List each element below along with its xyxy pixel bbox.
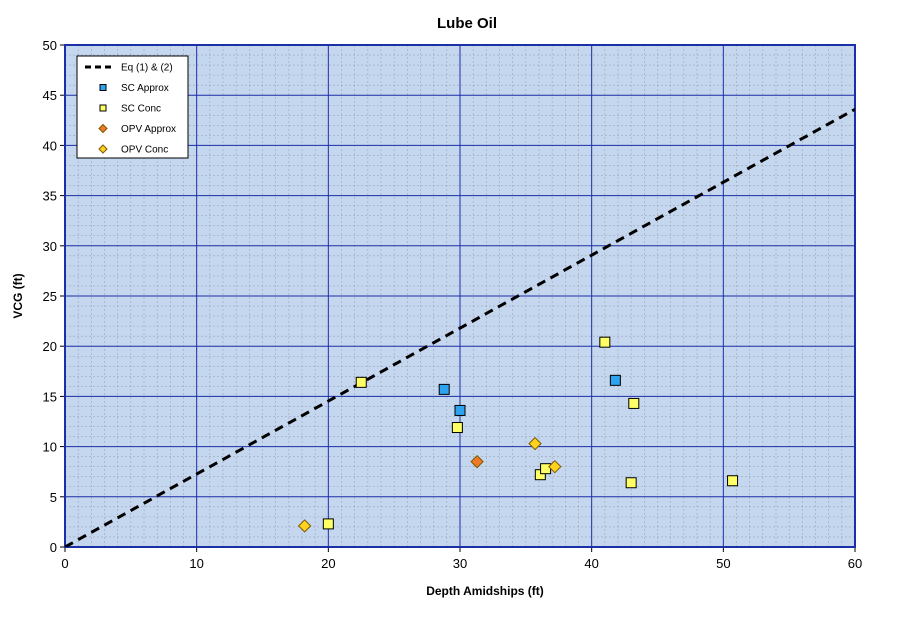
- point-sc-approx: [609, 374, 621, 386]
- point-sc-conc: [322, 518, 334, 530]
- y-tick-label: 15: [43, 389, 57, 404]
- x-tick-label: 50: [716, 556, 730, 571]
- y-tick-label: 50: [43, 38, 57, 53]
- legend-label: OPV Conc: [121, 145, 168, 156]
- legend-swatch: [99, 84, 107, 91]
- plot-area: 0 10 20 30 40 50 60 0 5 10 15 20 25 30 35 40 45 50: [43, 38, 863, 571]
- y-tick-label: 20: [43, 339, 57, 354]
- x-tick-label: 60: [848, 556, 862, 571]
- y-tick-label: 5: [50, 490, 57, 505]
- point-sc-approx: [454, 404, 466, 416]
- y-tick-label: 25: [43, 289, 57, 304]
- legend-entry-opv-conc: OPV Conc: [98, 144, 168, 156]
- x-tick-label: 20: [321, 556, 335, 571]
- x-tick-label: 10: [189, 556, 203, 571]
- legend-label: Eq (1) & (2): [121, 63, 173, 74]
- x-axis-title: Depth Amidships (ft): [426, 584, 544, 598]
- y-tick-label: 45: [43, 88, 57, 103]
- legend-label: SC Approx: [121, 83, 169, 94]
- point-sc-approx: [438, 383, 450, 395]
- legend-swatch: [99, 104, 107, 112]
- chart-title: Lube Oil: [437, 15, 497, 32]
- legend: Eq (1) & (2) SC Approx SC Conc OPV Approx OP…: [76, 55, 189, 159]
- point-sc-conc: [628, 397, 640, 409]
- point-sc-conc: [540, 463, 552, 475]
- legend-swatch: [98, 144, 108, 154]
- y-tick-label: 35: [43, 189, 57, 204]
- y-tick-label: 40: [43, 138, 57, 153]
- point-sc-conc: [355, 376, 367, 388]
- x-tick-label: 40: [584, 556, 598, 571]
- series-line-eq-1-2: [65, 107, 855, 547]
- legend-box: [76, 55, 189, 159]
- plot-border: [64, 44, 856, 548]
- point-sc-conc: [451, 422, 463, 434]
- y-axis-title: VCG (ft): [11, 273, 25, 318]
- legend-entry-opv-approx: OPV Approx: [98, 123, 176, 135]
- legend-entry-eq-1-2: Eq (1) & (2): [85, 63, 173, 74]
- legend-label: OPV Approx: [121, 124, 176, 135]
- point-sc-conc: [727, 475, 739, 487]
- point-sc-conc: [625, 477, 637, 489]
- point-opv-conc: [548, 459, 562, 474]
- point-opv-conc: [528, 436, 542, 451]
- legend-swatch: [98, 123, 108, 134]
- y-tick-label: 30: [43, 239, 57, 254]
- legend-entry-sc-conc: SC Conc: [99, 104, 161, 115]
- x-tick-label: 0: [61, 556, 68, 571]
- y-tick-label: 10: [43, 440, 57, 455]
- series-layer: [65, 107, 855, 547]
- x-tick-label: 30: [453, 556, 467, 571]
- point-opv-approx: [470, 454, 484, 469]
- legend-entry-sc-approx: SC Approx: [99, 83, 169, 94]
- y-tick-label: 0: [50, 540, 57, 555]
- point-opv-conc: [297, 519, 312, 533]
- point-sc-conc: [599, 336, 611, 348]
- legend-label: SC Conc: [121, 104, 161, 115]
